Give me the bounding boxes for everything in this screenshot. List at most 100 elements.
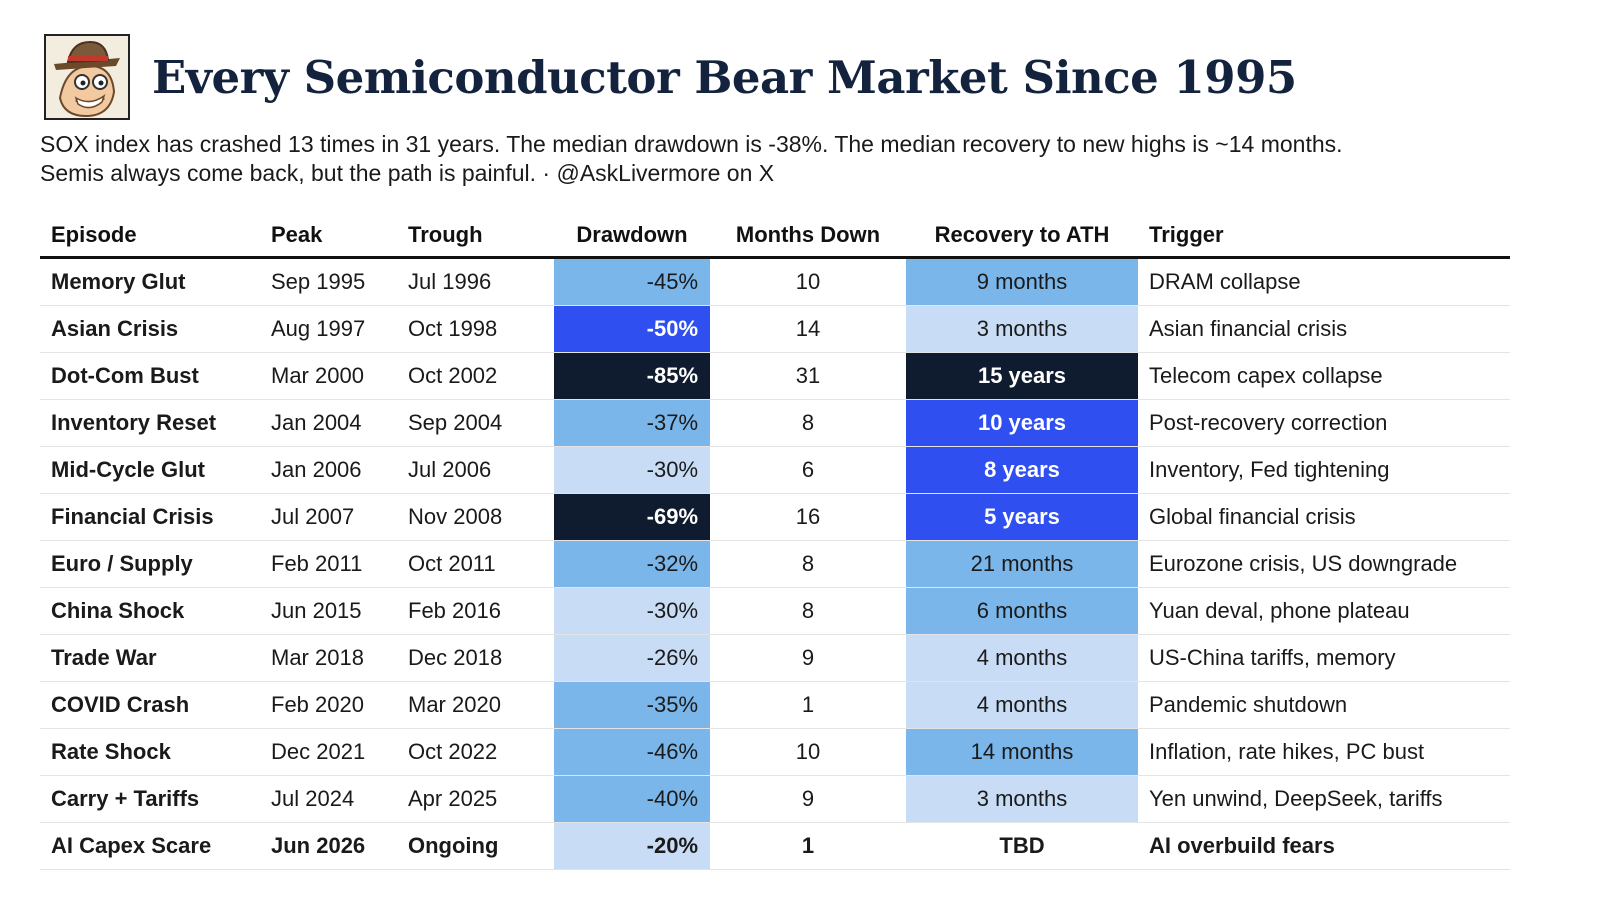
episode-cell: Trade War (40, 634, 260, 682)
trigger-cell: Pandemic shutdown (1138, 681, 1510, 729)
header-episode: Episode (40, 214, 260, 259)
trough-cell: Oct 2002 (397, 352, 554, 400)
recovery-cell: 9 months (906, 257, 1138, 306)
peak-cell: Feb 2011 (260, 540, 397, 588)
peak-cell: Jun 2015 (260, 587, 397, 635)
table-row: Carry + Tariffs Jul 2024 Apr 2025 -40% 9 3 mo… (40, 775, 1510, 823)
trough-cell: Nov 2008 (397, 493, 554, 541)
table-row: Rate Shock Dec 2021 Oct 2022 -46% 10 14 month… (40, 728, 1510, 776)
trough-cell: Apr 2025 (397, 775, 554, 823)
episode-cell: Asian Crisis (40, 305, 260, 353)
episode-cell: Euro / Supply (40, 540, 260, 588)
recovery-cell: 10 years (906, 399, 1138, 447)
logo (44, 34, 130, 120)
trough-cell: Mar 2020 (397, 681, 554, 729)
episode-cell: China Shock (40, 587, 260, 635)
trigger-cell: Inventory, Fed tightening (1138, 446, 1510, 494)
header-trigger: Trigger (1138, 214, 1510, 259)
episode-cell: Carry + Tariffs (40, 775, 260, 823)
table-row: Trade War Mar 2018 Dec 2018 -26% 9 4 months US… (40, 634, 1510, 682)
drawdown-cell: -37% (554, 399, 710, 447)
peak-cell: Jul 2007 (260, 493, 397, 541)
recovery-cell: 21 months (906, 540, 1138, 588)
peak-cell: Mar 2000 (260, 352, 397, 400)
drawdown-cell: -40% (554, 775, 710, 823)
table-row: Inventory Reset Jan 2004 Sep 2004 -37% 8 10 y… (40, 399, 1510, 447)
trigger-cell: AI overbuild fears (1138, 822, 1510, 870)
header: Every Semiconductor Bear Market Since 19… (44, 34, 1297, 120)
episode-cell: Inventory Reset (40, 399, 260, 447)
recovery-cell: 14 months (906, 728, 1138, 776)
months-down-cell: 8 (710, 399, 906, 447)
trigger-cell: Asian financial crisis (1138, 305, 1510, 353)
recovery-cell: 4 months (906, 681, 1138, 729)
months-down-cell: 9 (710, 634, 906, 682)
episode-cell: Dot-Com Bust (40, 352, 260, 400)
drawdown-cell: -69% (554, 493, 710, 541)
recovery-cell: 6 months (906, 587, 1138, 635)
months-down-cell: 10 (710, 728, 906, 776)
drawdown-cell: -85% (554, 352, 710, 400)
peak-cell: Aug 1997 (260, 305, 397, 353)
page-title: Every Semiconductor Bear Market Since 19… (152, 50, 1297, 104)
recovery-cell: 15 years (906, 352, 1138, 400)
header-recovery: Recovery to ATH (906, 214, 1138, 259)
recovery-cell: 3 months (906, 305, 1138, 353)
peak-cell: Jul 2024 (260, 775, 397, 823)
trough-cell: Oct 2011 (397, 540, 554, 588)
drawdown-cell: -30% (554, 587, 710, 635)
table-row: AI Capex Scare Jun 2026 Ongoing -20% 1 TBD AI … (40, 822, 1510, 870)
recovery-cell: 4 months (906, 634, 1138, 682)
trough-cell: Feb 2016 (397, 587, 554, 635)
peak-cell: Dec 2021 (260, 728, 397, 776)
peak-cell: Jan 2006 (260, 446, 397, 494)
episode-cell: Financial Crisis (40, 493, 260, 541)
header-peak: Peak (260, 214, 397, 259)
table-row: Memory Glut Sep 1995 Jul 1996 -45% 10 9 month… (40, 257, 1510, 306)
peak-cell: Jun 2026 (260, 822, 397, 870)
peak-cell: Feb 2020 (260, 681, 397, 729)
trough-cell: Ongoing (397, 822, 554, 870)
months-down-cell: 14 (710, 305, 906, 353)
bear-market-table: Episode Peak Trough Drawdown Months Down… (40, 214, 1510, 870)
trigger-cell: Yuan deval, phone plateau (1138, 587, 1510, 635)
table-header-row: Episode Peak Trough Drawdown Months Down… (40, 214, 1510, 259)
peak-cell: Sep 1995 (260, 257, 397, 306)
episode-cell: Memory Glut (40, 257, 260, 306)
drawdown-cell: -30% (554, 446, 710, 494)
months-down-cell: 6 (710, 446, 906, 494)
header-trough: Trough (397, 214, 554, 259)
months-down-cell: 8 (710, 587, 906, 635)
table-row: Dot-Com Bust Mar 2000 Oct 2002 -85% 31 15 yea… (40, 352, 1510, 400)
episode-cell: COVID Crash (40, 681, 260, 729)
drawdown-cell: -35% (554, 681, 710, 729)
trough-cell: Sep 2004 (397, 399, 554, 447)
peak-cell: Jan 2004 (260, 399, 397, 447)
months-down-cell: 31 (710, 352, 906, 400)
months-down-cell: 1 (710, 681, 906, 729)
drawdown-cell: -45% (554, 257, 710, 306)
months-down-cell: 16 (710, 493, 906, 541)
table-row: Mid-Cycle Glut Jan 2006 Jul 2006 -30% 6 8 yea… (40, 446, 1510, 494)
subtitle-line-2: Semis always come back, but the path is … (40, 160, 775, 186)
header-drawdown: Drawdown (554, 214, 710, 259)
trough-cell: Oct 2022 (397, 728, 554, 776)
months-down-cell: 8 (710, 540, 906, 588)
episode-cell: AI Capex Scare (40, 822, 260, 870)
subtitle: SOX index has crashed 13 times in 31 yea… (40, 130, 1560, 188)
trigger-cell: Eurozone crisis, US downgrade (1138, 540, 1510, 588)
detective-cartoon-icon (46, 36, 128, 118)
table-row: Euro / Supply Feb 2011 Oct 2011 -32% 8 21 mon… (40, 540, 1510, 588)
trigger-cell: Post-recovery correction (1138, 399, 1510, 447)
trough-cell: Oct 1998 (397, 305, 554, 353)
months-down-cell: 1 (710, 822, 906, 870)
drawdown-cell: -46% (554, 728, 710, 776)
recovery-cell: 5 years (906, 493, 1138, 541)
recovery-cell: 3 months (906, 775, 1138, 823)
episode-cell: Mid-Cycle Glut (40, 446, 260, 494)
episode-cell: Rate Shock (40, 728, 260, 776)
trigger-cell: DRAM collapse (1138, 257, 1510, 306)
trough-cell: Jul 2006 (397, 446, 554, 494)
trigger-cell: Inflation, rate hikes, PC bust (1138, 728, 1510, 776)
